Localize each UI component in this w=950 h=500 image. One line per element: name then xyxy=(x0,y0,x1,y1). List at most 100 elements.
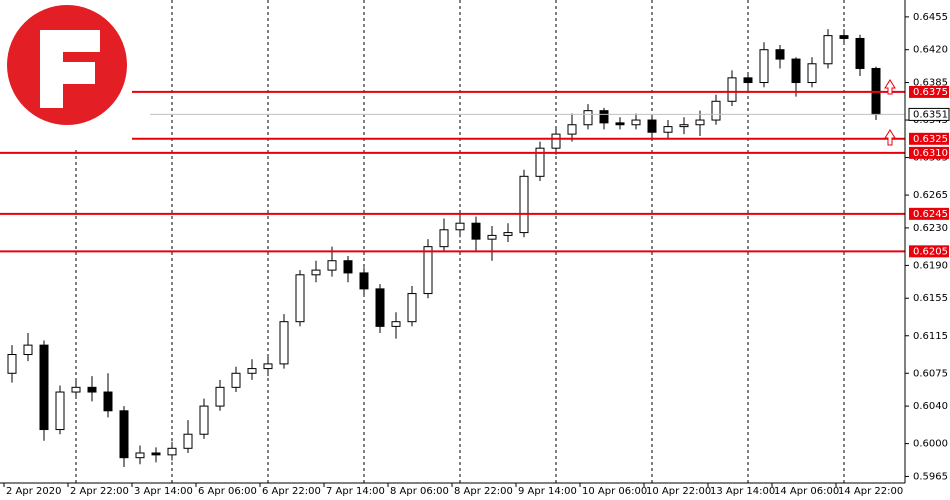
up-arrow xyxy=(884,79,896,95)
x-tick-label: 8 Apr 06:00 xyxy=(390,486,449,497)
candle-body xyxy=(551,133,561,149)
candle-body xyxy=(695,119,705,126)
level-label: 0.6325 xyxy=(913,134,948,145)
x-tick-label: 2 Apr 2020 xyxy=(6,486,61,497)
x-tick-label: 6 Apr 06:00 xyxy=(198,486,257,497)
y-tick-label: 0.6155 xyxy=(913,293,948,304)
y-tick-label: 0.6230 xyxy=(913,223,948,234)
y-tick-label: 0.6455 xyxy=(913,12,948,23)
x-tick-label: 7 Apr 14:00 xyxy=(326,486,385,497)
candle-body xyxy=(807,63,817,84)
candle-body xyxy=(71,386,81,393)
candle-body xyxy=(103,391,113,412)
candle-body xyxy=(487,234,497,240)
candle-body xyxy=(631,119,641,126)
candle-body xyxy=(119,410,129,459)
level-label-box xyxy=(909,85,949,98)
candle-body xyxy=(279,321,289,365)
y-tick-label: 0.6000 xyxy=(913,439,948,450)
candle-body xyxy=(87,386,97,393)
candle-body xyxy=(519,175,529,234)
level-label: 0.6375 xyxy=(913,87,948,98)
x-tick-label: 9 Apr 14:00 xyxy=(518,486,577,497)
candle-body xyxy=(583,110,593,126)
candle-body xyxy=(311,269,321,276)
candle-body xyxy=(39,344,49,431)
level-label-box xyxy=(909,132,949,145)
candle-body xyxy=(263,363,273,370)
plot xyxy=(7,29,881,468)
y-tick-label: 0.6265 xyxy=(913,190,948,201)
candle-body xyxy=(759,49,769,84)
candle-body xyxy=(567,124,577,135)
x-tick-label: 10 Apr 22:00 xyxy=(646,486,711,497)
candle-body xyxy=(167,447,177,456)
x-tick-label: 8 Apr 22:00 xyxy=(454,486,513,497)
candle-body xyxy=(663,126,673,133)
y-tick-label: 0.5965 xyxy=(913,471,948,482)
candle-body xyxy=(647,119,657,133)
level-label: 0.6245 xyxy=(913,209,948,220)
y-tick-label: 0.6075 xyxy=(913,368,948,379)
current-price-box xyxy=(908,107,950,121)
overlays xyxy=(0,90,905,253)
candle-body xyxy=(23,344,33,356)
candle-body xyxy=(839,35,849,39)
x-tick-label: 14 Apr 22:00 xyxy=(838,486,903,497)
candle-body xyxy=(247,368,257,374)
candle-body xyxy=(535,147,545,177)
candle-body xyxy=(711,100,721,121)
candle-body xyxy=(775,49,785,60)
candle-body xyxy=(391,321,401,327)
y-tick-label: 0.6190 xyxy=(913,260,948,271)
candle-body xyxy=(151,452,161,456)
candle-body xyxy=(727,77,737,102)
level-label: 0.6205 xyxy=(913,246,948,257)
candle-body xyxy=(439,229,449,248)
x-tick-label: 6 Apr 22:00 xyxy=(262,486,321,497)
candle-body xyxy=(231,372,241,388)
y-tick-label: 0.6115 xyxy=(913,331,948,342)
level-label-box xyxy=(909,146,949,159)
candle-body xyxy=(791,58,801,84)
candle-body xyxy=(471,222,481,240)
candle-body xyxy=(455,222,465,231)
candle-body xyxy=(7,354,17,374)
candle-body xyxy=(135,452,145,459)
candle-body xyxy=(823,35,833,65)
x-tick-label: 2 Apr 22:00 xyxy=(70,486,129,497)
candle-body xyxy=(375,288,385,327)
x-tick-label: 10 Apr 06:00 xyxy=(582,486,647,497)
candle-body xyxy=(743,77,753,84)
candle-body xyxy=(359,272,369,290)
candle-body xyxy=(407,293,417,323)
grid xyxy=(3,0,909,487)
up-arrow xyxy=(884,129,896,146)
level-label: 0.6310 xyxy=(913,148,948,159)
level-label-box xyxy=(909,207,949,220)
x-tick-label: 14 Apr 06:00 xyxy=(774,486,839,497)
candle-body xyxy=(183,433,193,449)
logo-letter xyxy=(40,30,100,108)
current-price-label: 0.6351 xyxy=(913,109,948,120)
candle-body xyxy=(503,232,513,236)
level-label-box xyxy=(909,245,949,258)
candle-body xyxy=(855,37,865,69)
candle-body xyxy=(615,122,625,126)
candle-body xyxy=(679,124,689,128)
y-tick-label: 0.6420 xyxy=(913,45,948,56)
y-tick-label: 0.6040 xyxy=(913,401,948,412)
candle-body xyxy=(295,274,305,323)
candle-body xyxy=(423,246,433,295)
candle-body xyxy=(55,391,65,431)
logo xyxy=(0,0,132,150)
candle-body xyxy=(215,386,225,407)
candle-body xyxy=(327,260,337,271)
x-tick-label: 13 Apr 14:00 xyxy=(710,486,775,497)
candle-body xyxy=(343,260,353,274)
candle-body xyxy=(599,110,609,124)
y-tick-label: 0.6385 xyxy=(913,78,948,89)
x-tick-label: 3 Apr 14:00 xyxy=(134,486,193,497)
